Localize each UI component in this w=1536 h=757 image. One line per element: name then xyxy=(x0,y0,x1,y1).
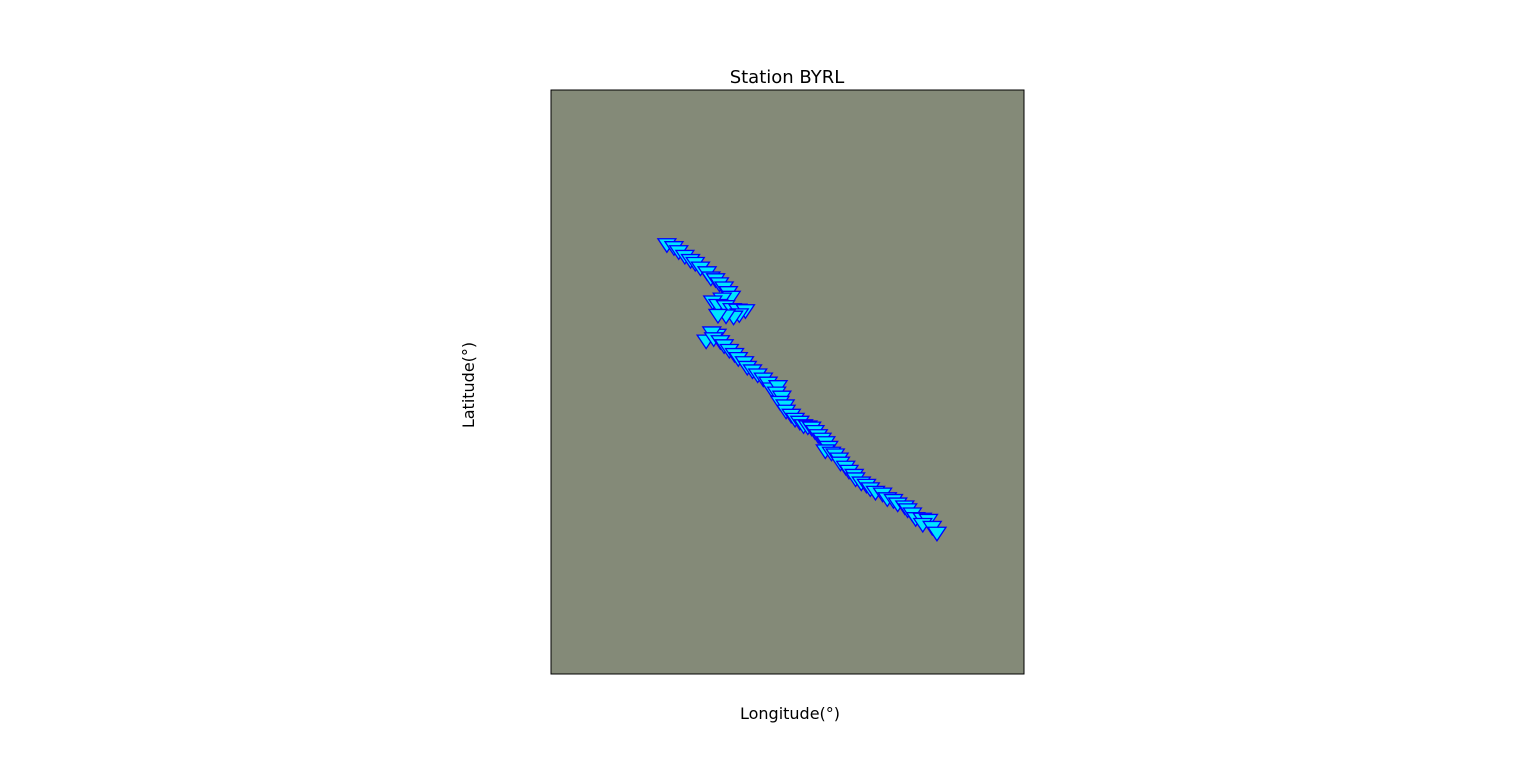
plot-area xyxy=(550,89,1025,675)
marker-group xyxy=(656,238,948,542)
x-axis-label: Longitude(°) xyxy=(740,704,840,723)
data-point-marker xyxy=(926,526,948,542)
data-point-marker xyxy=(707,308,729,325)
y-axis-label: Latitude(°) xyxy=(459,342,478,428)
chart-title: Station BYRL xyxy=(730,67,845,88)
